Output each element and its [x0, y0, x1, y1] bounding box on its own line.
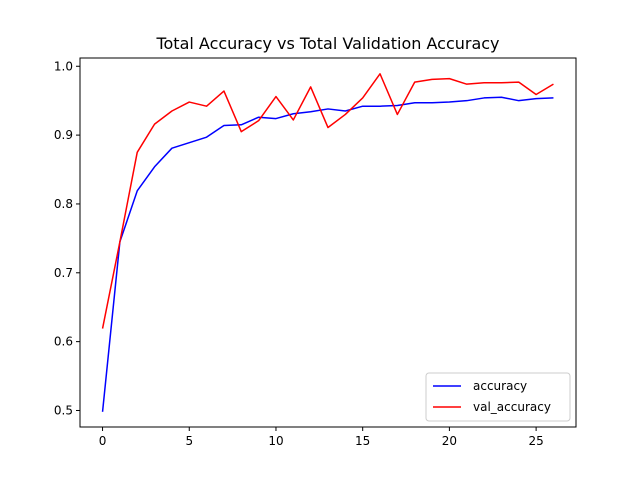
x-tick-label: 15 [355, 434, 370, 448]
y-tick-label: 0.5 [54, 403, 73, 417]
y-tick-label: 1.0 [54, 59, 73, 73]
y-tick-label: 0.8 [54, 197, 73, 211]
x-axis: 0 5 10 15 20 25 [99, 427, 544, 448]
legend: accuracy val_accuracy [425, 372, 571, 422]
x-tick-label: 10 [268, 434, 283, 448]
series-line-val-accuracy [101, 73, 554, 329]
y-axis: 0.5 0.6 0.7 0.8 0.9 1.0 [54, 59, 80, 417]
y-tick-label: 0.7 [54, 266, 73, 280]
plot-frame [79, 57, 577, 428]
x-tick-label: 5 [185, 434, 193, 448]
x-tick-label: 0 [99, 434, 107, 448]
y-tick-label: 0.6 [54, 335, 73, 349]
series-group [101, 73, 554, 412]
plot-area [79, 57, 577, 428]
legend-box [425, 372, 571, 422]
legend-label-val-accuracy: val_accuracy [473, 400, 551, 414]
legend-label-accuracy: accuracy [473, 379, 527, 393]
series-line-accuracy [101, 96, 554, 412]
y-tick-label: 0.9 [54, 128, 73, 142]
x-tick-label: 25 [528, 434, 543, 448]
x-tick-label: 20 [442, 434, 457, 448]
chart-title: Total Accuracy vs Total Validation Accur… [155, 34, 499, 53]
